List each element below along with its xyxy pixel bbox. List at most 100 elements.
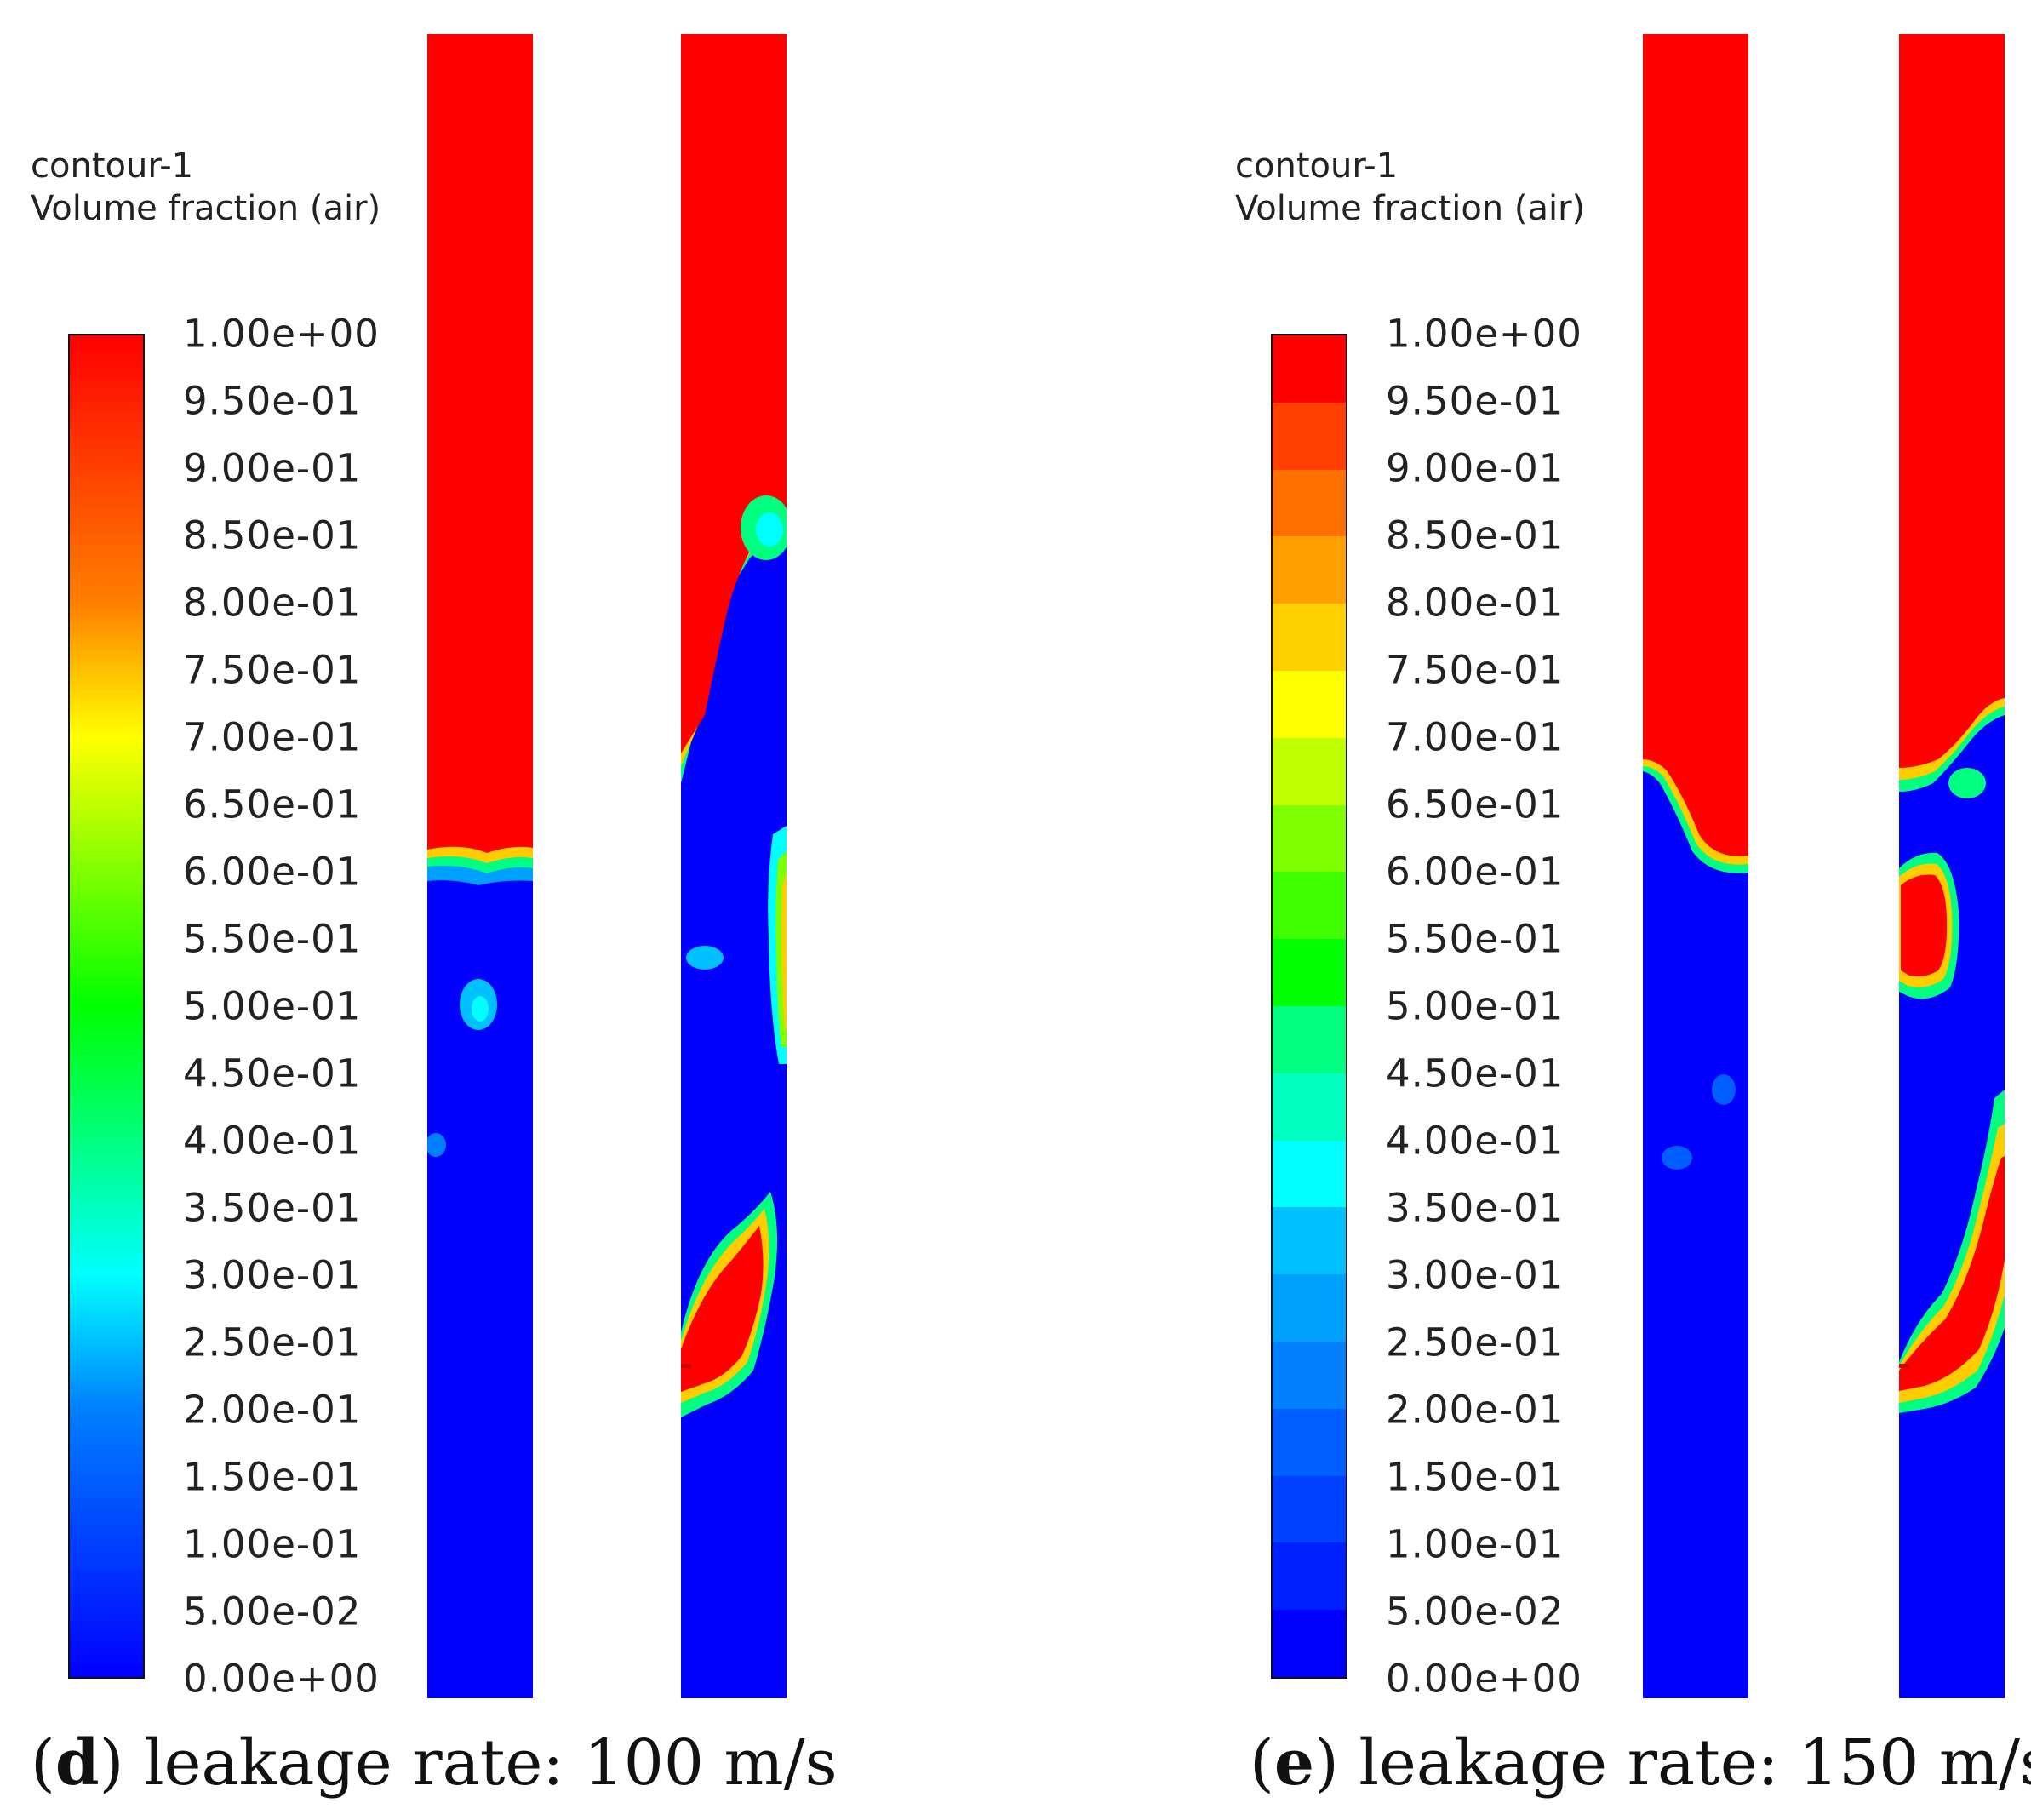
legend-title: contour-1 Volume fraction (air) bbox=[31, 145, 380, 230]
colorbar-band bbox=[1273, 1542, 1346, 1611]
colorbar-tick-label: 4.00e-01 bbox=[183, 1118, 362, 1164]
colorbar-tick-label: 6.50e-01 bbox=[183, 781, 362, 827]
legend-title-line2: Volume fraction (air) bbox=[31, 189, 381, 228]
air-region bbox=[1899, 34, 2005, 768]
tube-right-contour bbox=[681, 34, 787, 1698]
colorbar-band bbox=[1273, 1005, 1346, 1073]
colorbar-band bbox=[1273, 939, 1346, 1006]
colorbar-tick-label: 7.00e-01 bbox=[1386, 714, 1565, 760]
colorbar-tick-label: 9.00e-01 bbox=[183, 445, 362, 491]
tube-right-contour bbox=[1899, 34, 2005, 1698]
colorbar-tick-label: 1.00e+00 bbox=[183, 311, 380, 357]
bubble bbox=[686, 946, 724, 970]
bubble bbox=[1948, 768, 1986, 798]
air-region bbox=[1643, 34, 1748, 856]
colorbar-tick-label: 5.50e-01 bbox=[1386, 916, 1565, 962]
leak-inlet bbox=[681, 1364, 691, 1368]
panel-e: contour-1 Volume fraction (air) 1.00e+00… bbox=[1016, 0, 2031, 1820]
colorbar-tick-label: 1.00e-01 bbox=[1386, 1521, 1565, 1567]
colorbar-tick-label: 3.00e-01 bbox=[183, 1252, 362, 1298]
colorbar-tick-label: 5.50e-01 bbox=[183, 916, 362, 962]
colorbar-band bbox=[1273, 737, 1346, 805]
colorbar-tick-label: 8.50e-01 bbox=[183, 512, 362, 558]
colorbar-tick-label: 9.00e-01 bbox=[1386, 445, 1565, 491]
colorbar bbox=[1271, 334, 1347, 1679]
tube-left-contour bbox=[1643, 34, 1748, 1698]
caption-text: ) leakage rate: 100 m/s bbox=[99, 1726, 838, 1800]
tube-right bbox=[1899, 34, 2005, 1698]
colorbar-band bbox=[1273, 469, 1346, 537]
colorbar-tick-label: 2.50e-01 bbox=[1386, 1319, 1565, 1365]
colorbar-tick-label: 6.00e-01 bbox=[1386, 849, 1565, 895]
colorbar-tick-label: 1.00e-01 bbox=[183, 1521, 362, 1567]
caption-e: (e) leakage rate: 150 m/s bbox=[1250, 1726, 2031, 1800]
colorbar-band bbox=[1273, 872, 1346, 940]
colorbar bbox=[68, 334, 145, 1679]
colorbar-band bbox=[1273, 536, 1346, 604]
wall-film-yellow bbox=[781, 873, 787, 1030]
legend-title: contour-1 Volume fraction (air) bbox=[1235, 145, 1585, 230]
colorbar-tick-label: 5.00e-01 bbox=[1386, 983, 1565, 1029]
colorbar-band bbox=[1273, 1140, 1346, 1208]
caption-letter: e bbox=[1273, 1726, 1314, 1800]
air-region bbox=[681, 34, 787, 753]
bubble-core bbox=[756, 512, 783, 547]
colorbar-band bbox=[1273, 335, 1346, 403]
colorbar-band bbox=[1273, 1073, 1346, 1141]
colorbar-tick-label: 4.00e-01 bbox=[1386, 1118, 1565, 1164]
bubble bbox=[1662, 1146, 1692, 1170]
colorbar-tick-label: 2.50e-01 bbox=[183, 1319, 362, 1365]
caption-d: (d) leakage rate: 100 m/s bbox=[31, 1726, 838, 1800]
tube-left bbox=[427, 34, 533, 1698]
interface-blue bbox=[427, 866, 533, 885]
colorbar-band bbox=[1273, 1207, 1346, 1275]
colorbar-tick-label: 4.50e-01 bbox=[1386, 1050, 1565, 1096]
tube-left bbox=[1643, 34, 1748, 1698]
colorbar-ticks: 1.00e+00 9.50e-01 9.00e-01 8.50e-01 8.00e-01… bbox=[183, 312, 404, 1702]
colorbar-band bbox=[1273, 604, 1346, 671]
colorbar-tick-label: 6.50e-01 bbox=[1386, 781, 1565, 827]
colorbar-tick-label: 5.00e-02 bbox=[183, 1588, 362, 1634]
colorbar-tick-label: 3.50e-01 bbox=[1386, 1185, 1565, 1231]
colorbar-tick-label: 9.50e-01 bbox=[183, 378, 362, 424]
colorbar-tick-label: 9.50e-01 bbox=[1386, 378, 1565, 424]
plume-red bbox=[1899, 1156, 2005, 1391]
colorbar-tick-label: 4.50e-01 bbox=[183, 1050, 362, 1096]
colorbar-tick-label: 5.00e-01 bbox=[183, 983, 362, 1029]
legend-title-line1: contour-1 bbox=[31, 146, 194, 186]
colorbar-ticks: 1.00e+00 9.50e-01 9.00e-01 8.50e-01 8.00e-01… bbox=[1386, 312, 1607, 1702]
colorbar-tick-label: 3.00e-01 bbox=[1386, 1252, 1565, 1298]
colorbar-tick-label: 8.00e-01 bbox=[183, 580, 362, 626]
colorbar-tick-label: 1.00e+00 bbox=[1386, 311, 1582, 357]
colorbar-tick-label: 5.00e-02 bbox=[1386, 1588, 1565, 1634]
colorbar-tick-label: 7.50e-01 bbox=[183, 647, 362, 693]
colorbar-tick-label: 8.00e-01 bbox=[1386, 580, 1565, 626]
bubble bbox=[427, 1133, 446, 1157]
tube-left-contour bbox=[427, 34, 533, 1698]
panel-d: contour-1 Volume fraction (air) 1.00e+00… bbox=[31, 34, 838, 1800]
colorbar-tick-label: 6.00e-01 bbox=[183, 849, 362, 895]
colorbar-tick-label: 1.50e-01 bbox=[1386, 1454, 1565, 1500]
plume-red bbox=[681, 1226, 764, 1392]
colorbar-band bbox=[1273, 402, 1346, 470]
colorbar-band bbox=[1273, 1408, 1346, 1476]
colorbar-band bbox=[1273, 1341, 1346, 1409]
leak-inlet bbox=[1899, 1364, 1909, 1368]
colorbar-band bbox=[1273, 804, 1346, 873]
colorbar-tick-label: 7.00e-01 bbox=[183, 714, 362, 760]
colorbar-band bbox=[1273, 1274, 1346, 1342]
caption-text: ) leakage rate: 150 m/s bbox=[1313, 1726, 2031, 1800]
colorbar-tick-label: 1.50e-01 bbox=[183, 1454, 362, 1500]
colorbar-tick-label: 8.50e-01 bbox=[1386, 512, 1565, 558]
colorbar-tick-label: 0.00e+00 bbox=[183, 1656, 380, 1702]
caption-letter: d bbox=[54, 1726, 100, 1800]
bubble bbox=[1712, 1074, 1736, 1105]
legend-title-line2: Volume fraction (air) bbox=[1235, 189, 1586, 228]
air-region bbox=[427, 34, 533, 860]
colorbar-tick-label: 2.00e-01 bbox=[183, 1387, 362, 1433]
tube-right bbox=[681, 34, 787, 1698]
legend-title-line1: contour-1 bbox=[1235, 146, 1399, 186]
bubble-core bbox=[472, 996, 489, 1022]
colorbar-band bbox=[1273, 670, 1346, 738]
blob-red bbox=[1901, 874, 1948, 977]
